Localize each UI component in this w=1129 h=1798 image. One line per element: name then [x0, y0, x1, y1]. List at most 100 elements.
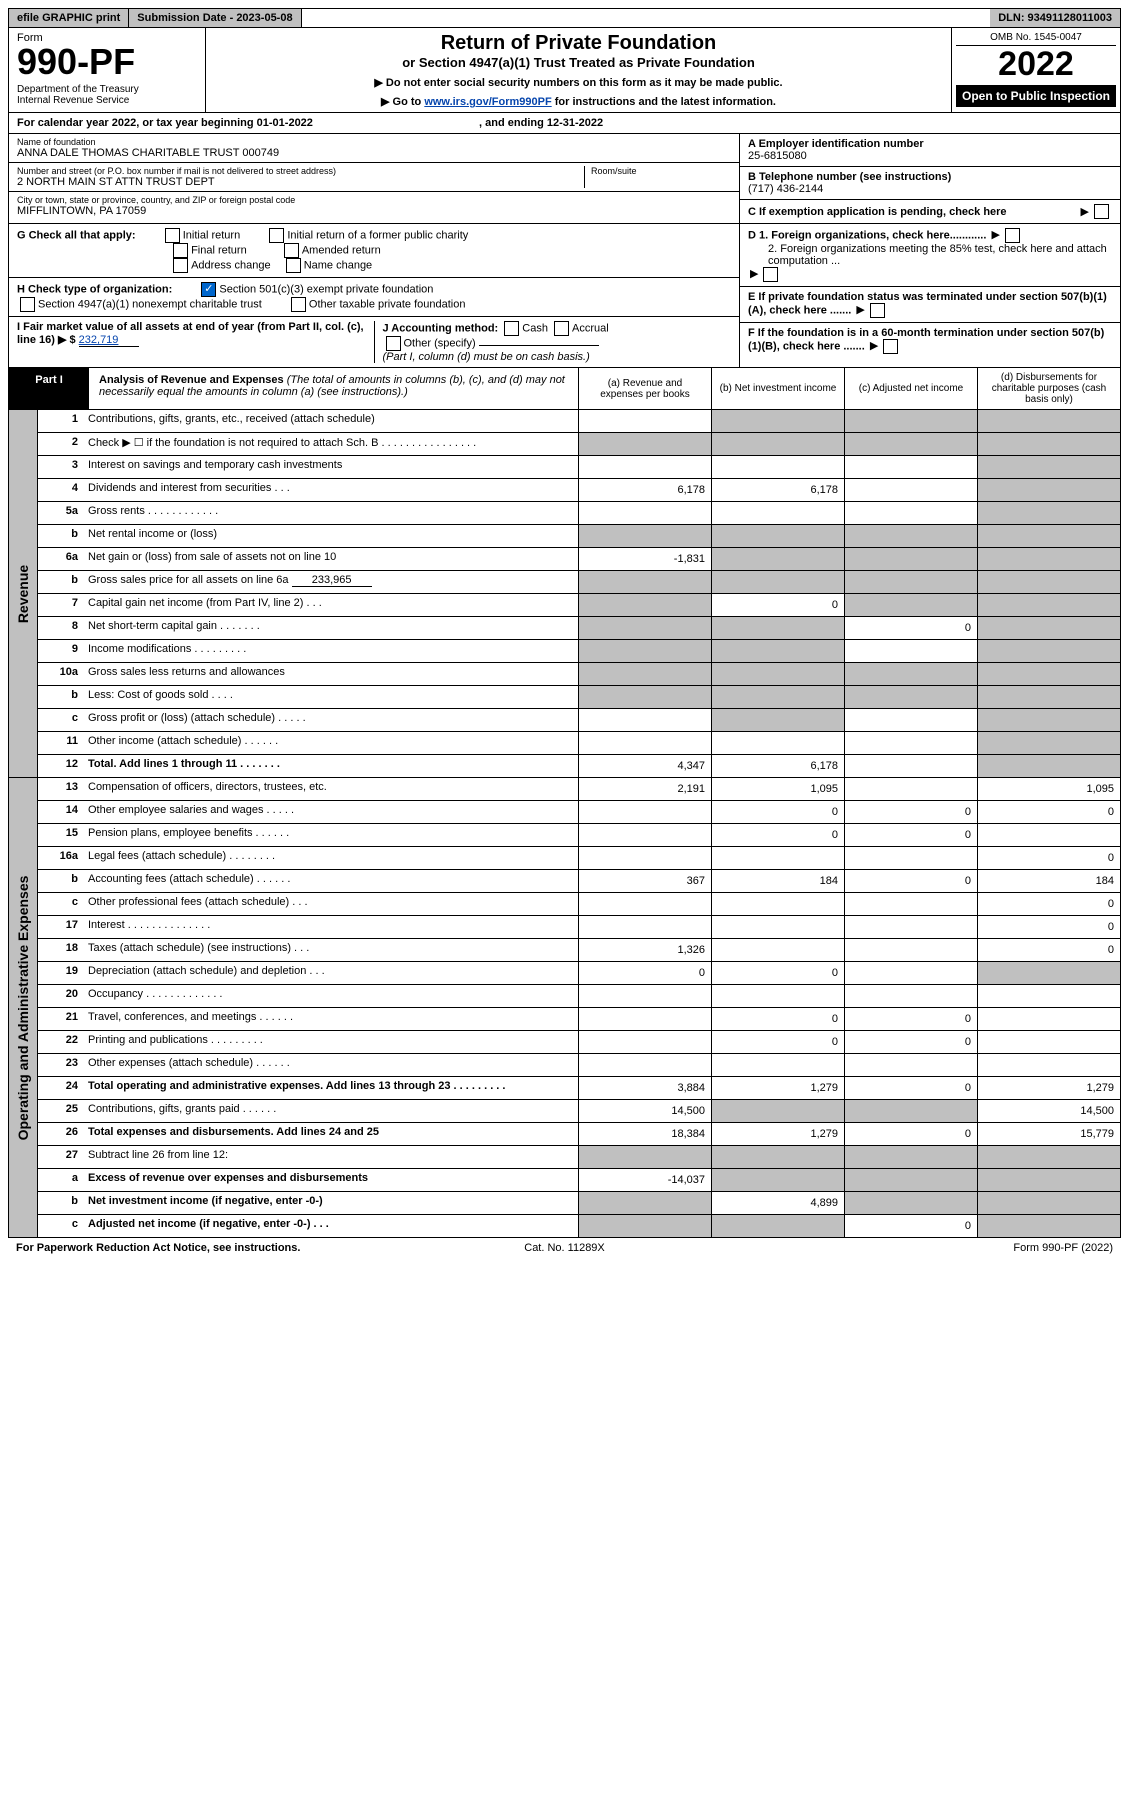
table-cell	[977, 1054, 1120, 1076]
f-checkbox[interactable]	[883, 339, 898, 354]
table-cell	[711, 985, 844, 1007]
irs-link[interactable]: www.irs.gov/Form990PF	[424, 96, 551, 108]
table-cell	[578, 1192, 711, 1214]
table-cell	[578, 709, 711, 731]
dln-label: DLN: 93491128011003	[990, 9, 1120, 27]
g-initial-former-checkbox[interactable]	[269, 228, 284, 243]
table-cell: 0	[977, 893, 1120, 915]
table-cell: 1,326	[578, 939, 711, 961]
table-cell	[578, 1054, 711, 1076]
c-checkbox[interactable]	[1094, 204, 1109, 219]
line-number: 8	[38, 617, 84, 639]
line-number: 20	[38, 985, 84, 1007]
omb-number: OMB No. 1545-0047	[956, 32, 1116, 46]
table-cell	[844, 1192, 977, 1214]
j-cash-checkbox[interactable]	[504, 321, 519, 336]
table-cell	[844, 732, 977, 754]
e-checkbox[interactable]	[870, 303, 885, 318]
line-description: Travel, conferences, and meetings . . . …	[84, 1008, 578, 1030]
table-cell: 1,279	[977, 1077, 1120, 1099]
table-row: 25Contributions, gifts, grants paid . . …	[38, 1100, 1120, 1123]
table-cell: 3,884	[578, 1077, 711, 1099]
table-cell: -1,831	[578, 548, 711, 570]
line-description: Pension plans, employee benefits . . . .…	[84, 824, 578, 846]
table-cell: 14,500	[578, 1100, 711, 1122]
table-cell: 0	[844, 1008, 977, 1030]
h-other-checkbox[interactable]	[291, 297, 306, 312]
table-row: 3Interest on savings and temporary cash …	[38, 456, 1120, 479]
table-row: 4Dividends and interest from securities …	[38, 479, 1120, 502]
line-number: 27	[38, 1146, 84, 1168]
line-description: Adjusted net income (if negative, enter …	[84, 1215, 578, 1237]
table-row: 8Net short-term capital gain . . . . . .…	[38, 617, 1120, 640]
table-cell	[578, 640, 711, 662]
table-row: cAdjusted net income (if negative, enter…	[38, 1215, 1120, 1237]
line-description: Contributions, gifts, grants, etc., rece…	[84, 410, 578, 432]
line-number: 12	[38, 755, 84, 777]
line-description: Compensation of officers, directors, tru…	[84, 778, 578, 800]
table-row: 7Capital gain net income (from Part IV, …	[38, 594, 1120, 617]
arrow-icon: ▶	[1081, 205, 1089, 218]
open-public-label: Open to Public Inspection	[956, 85, 1116, 107]
table-row: 11Other income (attach schedule) . . . .…	[38, 732, 1120, 755]
table-cell: 6,178	[711, 755, 844, 777]
g-final-checkbox[interactable]	[173, 243, 188, 258]
table-cell	[711, 410, 844, 432]
top-bar: efile GRAPHIC print Submission Date - 20…	[8, 8, 1121, 28]
table-cell	[977, 1192, 1120, 1214]
line-number: 16a	[38, 847, 84, 869]
city-value: MIFFLINTOWN, PA 17059	[17, 205, 731, 217]
table-cell: 0	[977, 847, 1120, 869]
table-cell: 4,899	[711, 1192, 844, 1214]
table-cell	[711, 1169, 844, 1191]
submission-date: Submission Date - 2023-05-08	[129, 9, 301, 27]
table-cell	[844, 594, 977, 616]
j-accrual-checkbox[interactable]	[554, 321, 569, 336]
table-cell: 1,095	[977, 778, 1120, 800]
table-cell	[977, 755, 1120, 777]
d1-checkbox[interactable]	[1005, 228, 1020, 243]
table-cell	[844, 548, 977, 570]
table-cell	[977, 1146, 1120, 1168]
line-number: b	[38, 686, 84, 708]
line-description: Total operating and administrative expen…	[84, 1077, 578, 1099]
col-b-header: (b) Net investment income	[711, 368, 844, 409]
g-amended-checkbox[interactable]	[284, 243, 299, 258]
tel-value: (717) 436-2144	[748, 183, 1112, 195]
g-initial-checkbox[interactable]	[165, 228, 180, 243]
table-cell	[977, 640, 1120, 662]
fmv-value[interactable]: 232,719	[79, 334, 139, 347]
tax-year: 2022	[956, 46, 1116, 83]
table-cell	[977, 456, 1120, 478]
line-number: b	[38, 525, 84, 547]
table-cell	[578, 663, 711, 685]
table-row: 12Total. Add lines 1 through 11 . . . . …	[38, 755, 1120, 777]
d-row: D 1. Foreign organizations, check here..…	[740, 224, 1120, 287]
table-cell	[578, 893, 711, 915]
table-cell	[711, 617, 844, 639]
line-number: 7	[38, 594, 84, 616]
table-row: 2Check ▶ ☐ if the foundation is not requ…	[38, 433, 1120, 456]
table-row: bAccounting fees (attach schedule) . . .…	[38, 870, 1120, 893]
ij-row: I Fair market value of all assets at end…	[9, 317, 739, 367]
table-row: 13Compensation of officers, directors, t…	[38, 778, 1120, 801]
table-cell	[711, 502, 844, 524]
g-address-checkbox[interactable]	[173, 258, 188, 273]
table-cell	[844, 893, 977, 915]
table-cell	[844, 1100, 977, 1122]
table-row: 9Income modifications . . . . . . . . .	[38, 640, 1120, 663]
h-501-checkbox[interactable]: ✓	[201, 282, 216, 297]
g-name-checkbox[interactable]	[286, 258, 301, 273]
j-other-checkbox[interactable]	[386, 336, 401, 351]
part1-header: Part I Analysis of Revenue and Expenses …	[8, 368, 1121, 410]
h-4947-checkbox[interactable]	[20, 297, 35, 312]
footer-center: Cat. No. 11289X	[382, 1242, 748, 1254]
foundation-name-label: Name of foundation	[17, 137, 731, 147]
table-cell: 6,178	[578, 479, 711, 501]
instruction-1: ▶ Do not enter social security numbers o…	[218, 76, 939, 89]
table-row: 17Interest . . . . . . . . . . . . . .0	[38, 916, 1120, 939]
line-number: 3	[38, 456, 84, 478]
d2-checkbox[interactable]	[763, 267, 778, 282]
table-cell	[578, 686, 711, 708]
foundation-name: ANNA DALE THOMAS CHARITABLE TRUST 000749	[17, 147, 731, 159]
